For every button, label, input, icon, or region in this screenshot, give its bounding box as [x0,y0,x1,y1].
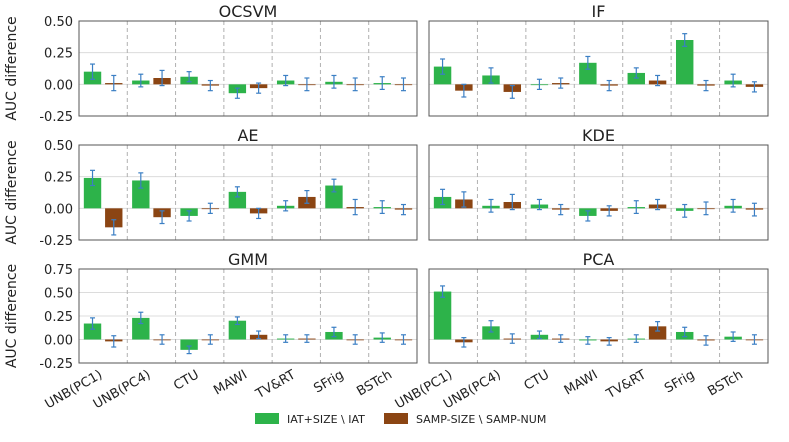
x-tick-label: TV&RT [253,367,299,402]
bar-iat-size [433,66,452,85]
legend-label: SAMP-SIZE \ SAMP-NUM [416,413,546,426]
panel-title: IF [592,2,606,21]
y-axis-label: AUC difference [4,16,20,120]
y-tick-label: 0.50 [44,15,73,30]
panel-background [429,21,768,116]
bar-samp-size [648,326,667,340]
bar-iat-size [325,185,343,209]
x-tick-label: BSTch [354,367,394,399]
y-tick-label: 0.00 [44,202,73,217]
panel-title: GMM [228,250,268,269]
bar-samp-size [105,208,123,228]
y-tick-label: 0.00 [44,78,73,93]
panel-frame [428,144,769,241]
y-tick-label: -0.25 [39,234,73,249]
panel-background [79,21,417,116]
y-tick-label: 0.25 [44,310,73,325]
x-tick-label: CTU [522,367,552,393]
x-tick-label: BSTch [705,367,745,399]
panel-title: AE [237,126,258,145]
x-tick-label: MAWI [562,367,601,398]
y-tick-label: 0.50 [44,287,73,302]
x-tick-label: MAWI [211,367,250,398]
y-tick-label: 0.25 [44,47,73,62]
panel-frame [78,144,418,241]
bar-iat-size [228,191,247,209]
panel-frame [78,20,418,117]
legend-swatch-samp-size [384,413,408,424]
panel-frame [428,268,769,364]
y-axis-label: AUC difference [4,264,20,368]
y-tick-label: 0.75 [44,263,73,278]
panel-background [429,145,768,240]
bar-iat-size [83,177,102,209]
bar-iat-size [675,40,694,85]
x-tick-label: TV&RT [603,367,649,402]
y-tick-label: 0.50 [44,139,73,154]
x-tick-label: SFrig [311,367,346,396]
panel-background [79,145,417,240]
x-tick-label: CTU [171,367,201,393]
y-tick-label: -0.25 [39,110,73,125]
y-tick-label: -0.25 [39,357,73,372]
panel-title: PCA [583,250,615,269]
bar-iat-size [482,326,500,340]
panel-title: OCSVM [219,2,278,21]
legend-label: IAT+SIZE \ IAT [287,413,365,426]
y-tick-label: 0.00 [44,334,73,349]
bar-iat-size [228,320,247,340]
y-tick-label: 0.25 [44,171,73,186]
y-axis-label: AUC difference [4,140,20,244]
panel-frame [78,268,418,364]
panel-frame [428,20,769,117]
bar-iat-size [132,180,150,209]
bar-iat-size [579,62,597,85]
legend-swatch-iat-size [255,413,279,424]
bar-iat-size [132,317,150,340]
bar-iat-size [83,323,102,340]
panel-title: KDE [582,126,615,145]
bar-iat-size [627,72,645,85]
bar-iat-size [433,291,452,340]
bar-iat-size [180,339,198,350]
x-tick-label: SFrig [662,367,697,396]
